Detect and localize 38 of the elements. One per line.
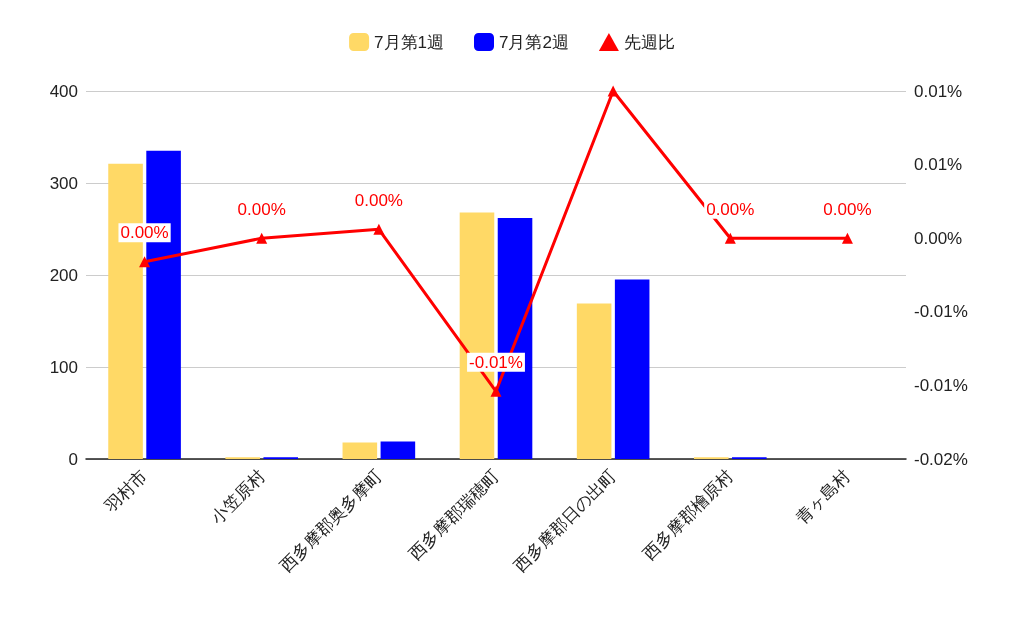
- y-tick-label: 400: [49, 81, 78, 101]
- bar: [614, 279, 650, 459]
- data-label: 0.00%: [237, 199, 286, 219]
- y-tick-label: 200: [49, 265, 78, 285]
- point: [256, 232, 268, 244]
- x-tick-label: 西多摩郡瑞穂町: [405, 466, 503, 564]
- data-label: 0.00%: [354, 190, 403, 210]
- point: [373, 223, 385, 235]
- legend-label: 7月第2週: [499, 32, 569, 52]
- data-label: -0.01%: [469, 352, 523, 372]
- y2-tick-label: 0.01%: [914, 155, 963, 175]
- point: [841, 232, 853, 244]
- point: [724, 232, 736, 244]
- x-tick-label: 青ヶ島村: [792, 466, 855, 528]
- bar: [380, 441, 416, 459]
- x-tick-label: 西多摩郡日の出町: [510, 466, 620, 576]
- y-tick-label: 300: [49, 173, 78, 193]
- bar: [576, 303, 612, 459]
- x-tick-label: 西多摩郡檜原村: [639, 466, 737, 564]
- y2-tick-label: -0.01%: [914, 375, 968, 395]
- y2-tick-label: 0.01%: [914, 81, 963, 101]
- y-tick-label: 100: [49, 357, 78, 377]
- data-label: 0.00%: [120, 223, 169, 243]
- y2-tick-label: -0.01%: [914, 302, 968, 322]
- y-tick-label: 0: [68, 449, 78, 469]
- point: [607, 85, 619, 97]
- legend-label: 先週比: [623, 32, 675, 52]
- y2-tick-label: 0.00%: [914, 228, 963, 248]
- point: [139, 256, 151, 268]
- bar: [342, 442, 378, 459]
- x-tick-label: 羽村市: [101, 466, 152, 517]
- y2-tick-label: -0.02%: [914, 449, 968, 469]
- x-tick-label: 小笠原村: [206, 466, 269, 528]
- data-label: 0.00%: [706, 199, 755, 219]
- data-label: 0.00%: [823, 199, 872, 219]
- point: [490, 385, 502, 397]
- x-tick-label: 西多摩郡奥多摩町: [275, 466, 386, 576]
- legend-label: 7月第1週: [374, 32, 445, 52]
